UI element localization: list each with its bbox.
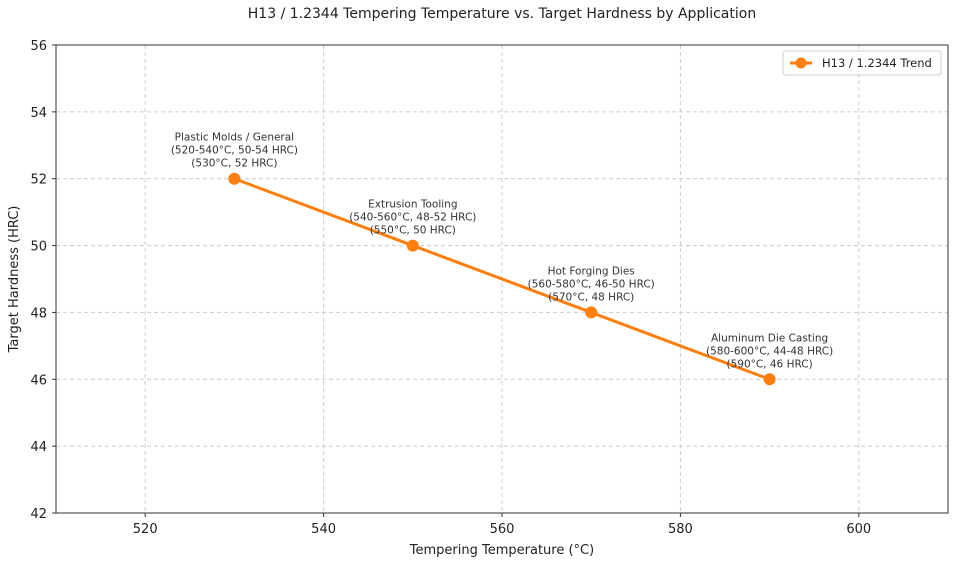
legend: H13 / 1.2344 Trend bbox=[782, 50, 942, 76]
x-tick-label: 560 bbox=[490, 522, 515, 537]
data-point bbox=[228, 172, 241, 185]
annotation-line: (550°C, 50 HRC) bbox=[370, 225, 456, 237]
annotation-line: (520-540°C, 50-54 HRC) bbox=[171, 145, 298, 157]
annotation-line: (580-600°C, 44-48 HRC) bbox=[706, 345, 833, 357]
annotation-line: Aluminum Die Casting bbox=[711, 332, 828, 344]
annotation-line: Extrusion Tooling bbox=[368, 199, 457, 211]
plot-frame bbox=[55, 44, 949, 514]
data-point bbox=[585, 306, 598, 319]
annotation-line: Hot Forging Dies bbox=[548, 265, 635, 277]
annotation-line: (590°C, 46 HRC) bbox=[726, 358, 812, 370]
legend-label: H13 / 1.2344 Trend bbox=[822, 56, 932, 70]
series-line bbox=[233, 177, 771, 381]
y-tick-label: 44 bbox=[30, 440, 47, 455]
series-layer bbox=[228, 172, 776, 386]
annotations: Plastic Molds / General(520-540°C, 50-54… bbox=[171, 132, 833, 371]
y-tick-label: 48 bbox=[30, 306, 47, 321]
y-tick-label: 54 bbox=[30, 106, 47, 121]
point-annotation: Extrusion Tooling(540-560°C, 48-52 HRC)(… bbox=[349, 199, 476, 237]
x-tick-label: 540 bbox=[311, 522, 336, 537]
data-point bbox=[406, 239, 419, 252]
x-tick-label: 520 bbox=[133, 522, 158, 537]
x-axis-label: Tempering Temperature (°C) bbox=[409, 543, 594, 558]
axis-ticks: 520 540 560 580 600 42 44 46 48 50 52 54 56 bbox=[30, 39, 871, 537]
x-tick-label: 600 bbox=[846, 522, 871, 537]
legend-box bbox=[782, 50, 942, 76]
legend-point-marker bbox=[795, 57, 807, 69]
annotation-line: (570°C, 48 HRC) bbox=[548, 291, 634, 303]
annotation-line: (530°C, 52 HRC) bbox=[191, 158, 277, 170]
y-tick-label: 52 bbox=[30, 173, 47, 188]
x-tick-label: 580 bbox=[668, 522, 693, 537]
y-tick-label: 56 bbox=[30, 39, 47, 54]
y-tick-label: 46 bbox=[30, 373, 47, 388]
chart-title: H13 / 1.2344 Tempering Temperature vs. T… bbox=[248, 6, 756, 22]
point-annotation: Hot Forging Dies(560-580°C, 46-50 HRC)(5… bbox=[528, 265, 655, 303]
data-point bbox=[763, 373, 776, 386]
annotation-line: (540-560°C, 48-52 HRC) bbox=[349, 212, 476, 224]
y-tick-label: 50 bbox=[30, 240, 47, 255]
y-axis-label: Target Hardness (HRC) bbox=[7, 206, 22, 354]
annotation-line: Plastic Molds / General bbox=[175, 132, 294, 144]
point-annotation: Plastic Molds / General(520-540°C, 50-54… bbox=[171, 132, 298, 170]
annotation-line: (560-580°C, 46-50 HRC) bbox=[528, 278, 655, 290]
y-tick-label: 42 bbox=[30, 507, 47, 522]
point-annotation: Aluminum Die Casting(580-600°C, 44-48 HR… bbox=[706, 332, 833, 370]
